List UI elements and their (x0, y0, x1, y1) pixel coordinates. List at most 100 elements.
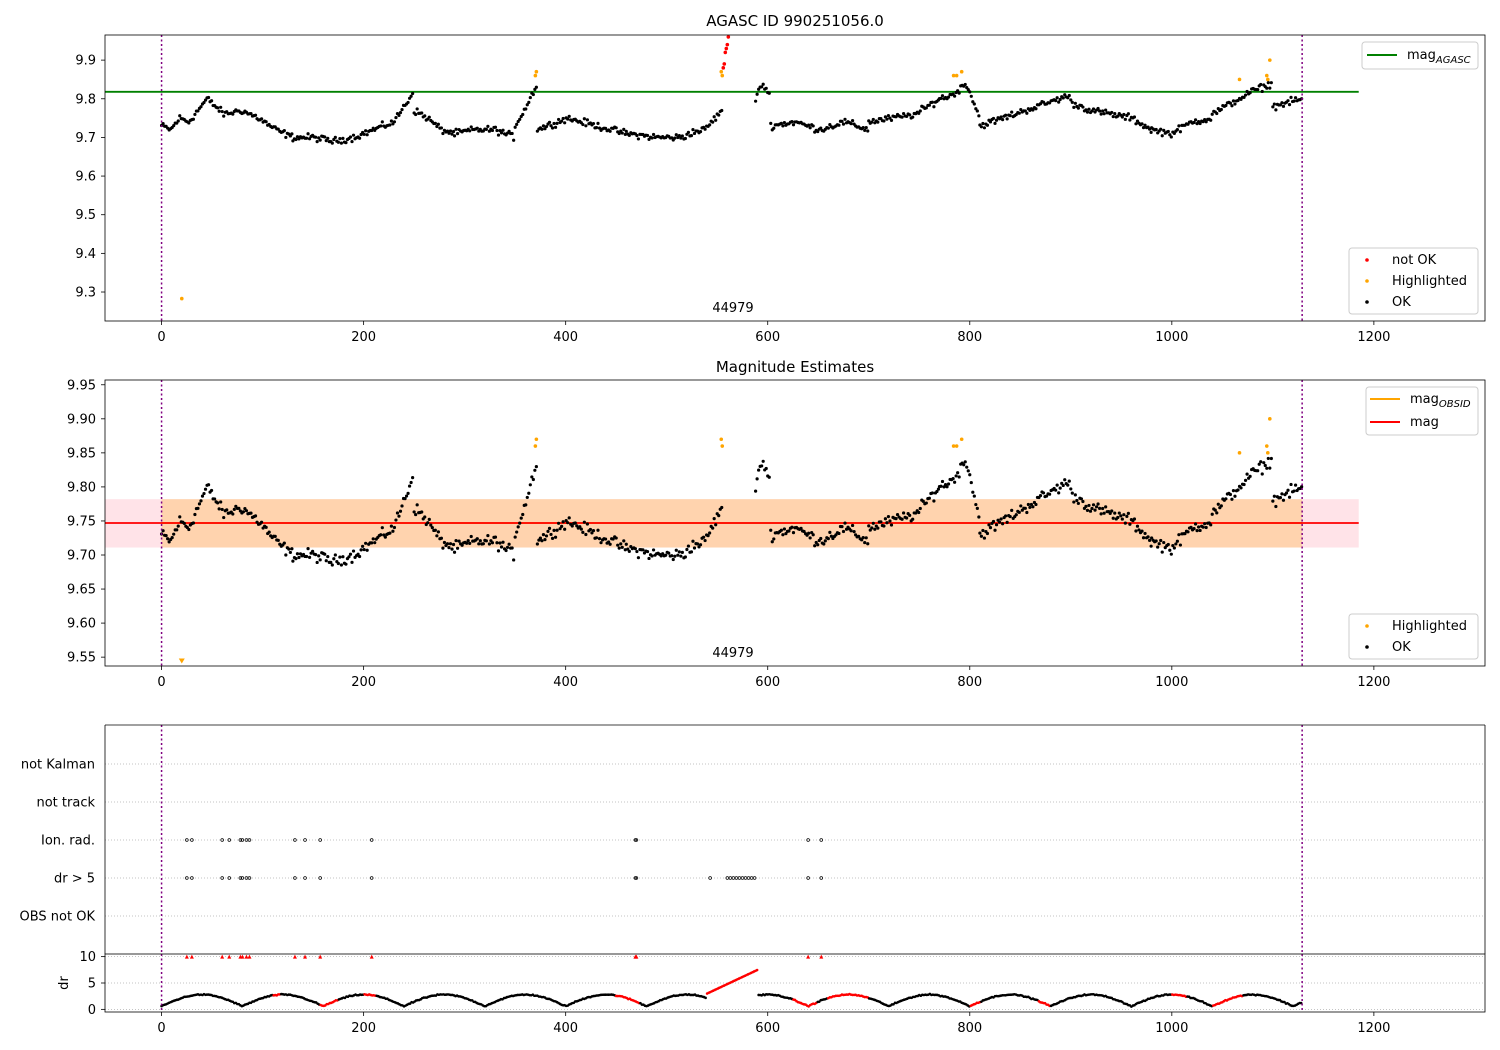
ok-point (873, 527, 877, 531)
ok-point (490, 541, 495, 545)
ok-point (1117, 511, 1121, 515)
ok-point (1128, 118, 1132, 122)
ok-point (513, 125, 517, 129)
ok-point (791, 123, 796, 127)
ok-point (1248, 474, 1252, 478)
ok-point (584, 124, 588, 128)
ok-point (403, 497, 407, 501)
ok-point (202, 491, 206, 496)
x-tick-label: 200 (351, 675, 376, 690)
ok-point (670, 554, 674, 558)
ok-point (560, 524, 564, 528)
ok-point (917, 510, 921, 515)
ok-point (945, 485, 949, 489)
ok-point (1066, 483, 1070, 487)
ok-point (826, 126, 830, 130)
ok-point (979, 125, 983, 129)
ok-point (1260, 89, 1264, 94)
ok-point (876, 120, 880, 124)
ok-point (264, 120, 268, 124)
lower-limit-marker (178, 658, 185, 664)
dr-clip-marker (227, 954, 232, 959)
ok-point (767, 91, 771, 95)
ok-point (1293, 96, 1298, 100)
ok-point (900, 115, 904, 119)
flag-category-label: not track (36, 796, 95, 811)
ok-point (259, 520, 264, 524)
ok-point (790, 525, 794, 529)
highlighted-point (951, 444, 956, 448)
ok-point (1101, 109, 1105, 113)
ok-point (635, 133, 639, 138)
ok-point (304, 554, 309, 559)
ok-point (1063, 478, 1067, 482)
ok-point (1243, 478, 1248, 482)
ok-point (411, 476, 415, 480)
y-tick-label: 5 (88, 977, 96, 992)
ok-point (782, 527, 786, 531)
ok-point (781, 533, 785, 537)
ok-point (466, 539, 470, 543)
x-tick-label: 1000 (1155, 675, 1188, 690)
ok-point (1047, 492, 1052, 496)
ok-point (175, 528, 179, 532)
ok-point (1122, 112, 1126, 117)
ok-point (219, 500, 223, 504)
ok-point (1061, 483, 1065, 488)
ok-point (164, 533, 168, 538)
ok-point (501, 540, 505, 544)
ok-point (843, 117, 847, 121)
ok-point (791, 531, 796, 535)
ok-point (567, 516, 571, 520)
y-tick-label: 9.55 (67, 651, 96, 666)
ok-point (451, 542, 456, 547)
ok-point (708, 531, 712, 535)
ok-point (1057, 491, 1061, 495)
ok-point (187, 121, 191, 125)
ok-point (326, 554, 330, 559)
x-tick-label: 400 (553, 675, 578, 690)
ok-point (991, 116, 996, 121)
ok-point (1146, 535, 1150, 539)
ok-point (561, 116, 565, 121)
y-tick-label: 9.3 (75, 286, 96, 301)
ok-point (1055, 96, 1059, 100)
ok-point (357, 136, 362, 140)
flag-point (293, 876, 297, 880)
ok-point (535, 542, 539, 546)
ok-point (1004, 514, 1008, 518)
ok-point (717, 113, 721, 117)
ok-point (608, 542, 612, 546)
ok-point (991, 519, 996, 524)
ok-point (383, 535, 387, 539)
ok-point (524, 503, 528, 507)
ok-point (679, 554, 683, 558)
ok-point (686, 130, 691, 134)
ok-point (193, 512, 197, 517)
ok-point (330, 563, 334, 567)
ok-point (348, 135, 353, 139)
ok-point (1058, 97, 1062, 102)
not-ok-point (723, 50, 728, 55)
ok-point (1193, 522, 1198, 526)
legend-label-highlighted: Highlighted (1392, 619, 1467, 634)
ok-point (841, 529, 846, 534)
ok-point (436, 530, 440, 534)
ok-point (1135, 524, 1140, 528)
ok-point (591, 121, 596, 126)
highlighted-point (951, 73, 956, 78)
ok-point (317, 136, 321, 140)
ok-point (1268, 86, 1272, 90)
ok-point (1242, 482, 1246, 487)
ok-point (807, 531, 811, 535)
ok-point (552, 121, 556, 126)
ok-point (779, 121, 783, 125)
ok-point (1248, 91, 1252, 95)
ok-point (371, 537, 375, 541)
ok-point (415, 107, 419, 111)
ok-point (671, 557, 675, 562)
flag-category-label: Ion. rad. (41, 834, 95, 849)
ok-point (993, 121, 997, 125)
ok-point (1004, 113, 1008, 117)
ok-point (975, 109, 979, 113)
